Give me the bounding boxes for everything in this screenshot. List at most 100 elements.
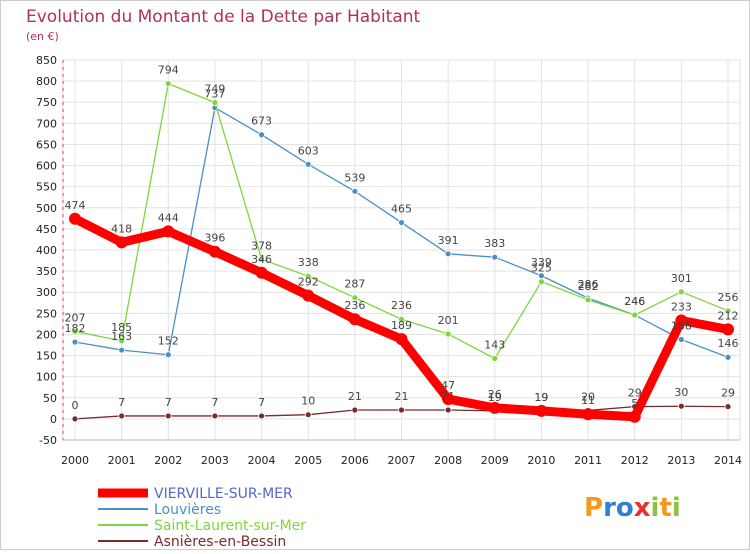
data-label: 292 (298, 276, 319, 289)
legend-label: Saint-Laurent-sur-Mer (154, 518, 306, 534)
data-label: 346 (251, 253, 272, 266)
y-tick-label: 50 (43, 392, 57, 405)
data-label: 325 (531, 262, 552, 275)
data-label: 737 (204, 88, 225, 101)
data-label: 794 (158, 64, 179, 77)
data-point (535, 404, 548, 417)
data-label: 539 (344, 171, 365, 184)
data-label: 0 (72, 399, 79, 412)
data-label: 201 (438, 314, 459, 327)
data-point (302, 289, 315, 302)
data-point (71, 328, 79, 335)
data-label: 256 (718, 291, 739, 304)
data-label: 152 (158, 335, 179, 348)
data-point (538, 278, 545, 286)
data-label: 236 (391, 299, 412, 312)
chart-title: Evolution du Montant de la Dette par Hab… (26, 7, 421, 27)
data-label: 7 (258, 396, 265, 409)
data-point (211, 412, 219, 420)
data-point (208, 245, 221, 258)
data-label: 391 (438, 234, 459, 247)
x-tick-label: 2009 (481, 454, 509, 467)
data-label: 246 (624, 295, 645, 308)
data-point (675, 314, 688, 327)
data-label: 207 (65, 311, 86, 324)
data-point (677, 336, 685, 343)
data-label: 418 (111, 222, 132, 235)
data-point (444, 250, 452, 258)
data-point (491, 355, 499, 362)
data-label: 20 (581, 390, 595, 403)
data-point (444, 406, 452, 414)
data-label: 465 (391, 203, 412, 216)
data-label: 185 (111, 321, 132, 334)
data-label: 396 (204, 232, 225, 245)
data-label: 378 (251, 239, 272, 252)
data-label: 286 (578, 278, 599, 291)
data-point (724, 403, 732, 411)
data-point (304, 160, 312, 168)
x-tick-label: 2014 (714, 454, 742, 467)
data-point (442, 393, 455, 406)
data-label: 236 (344, 299, 365, 312)
grid (62, 59, 741, 441)
data-point (69, 212, 81, 225)
data-label: 301 (671, 272, 692, 285)
data-point (164, 351, 172, 359)
data-point (444, 330, 452, 338)
x-tick-label: 2006 (341, 454, 369, 467)
data-label: 182 (65, 322, 86, 335)
data-point (351, 294, 359, 302)
y-tick-label: 500 (36, 202, 57, 215)
data-label: 19 (534, 391, 548, 404)
x-tick-label: 2013 (667, 454, 695, 467)
data-label: 29 (721, 387, 735, 400)
legend: VIERVILLE-SUR-MERLouvièresSaint-Laurent-… (98, 486, 306, 550)
data-point (71, 338, 79, 346)
legend-label: VIERVILLE-SUR-MER (154, 486, 293, 502)
x-tick-label: 2008 (434, 454, 462, 467)
x-tick-label: 2012 (621, 454, 649, 467)
y-tick-label: 850 (36, 54, 57, 67)
data-point (351, 187, 359, 195)
data-label: 26 (488, 388, 502, 401)
data-point (348, 313, 361, 326)
data-point (211, 99, 219, 107)
data-label: 11 (581, 394, 595, 407)
data-label: 749 (204, 83, 225, 96)
legend-label: Louvières (154, 502, 221, 518)
data-point (258, 131, 265, 139)
data-point (304, 411, 312, 419)
data-label: 383 (484, 237, 505, 250)
data-label: 188 (671, 320, 692, 333)
y-tick-label: 450 (36, 223, 57, 236)
y-tick-label: 300 (36, 286, 57, 299)
data-point (258, 412, 265, 420)
data-label: 603 (298, 144, 319, 157)
data-point (491, 253, 499, 261)
data-label: 444 (158, 211, 179, 224)
axes: -500501001502002503003504004505005506006… (36, 54, 742, 467)
data-point (162, 225, 175, 238)
data-point (164, 80, 172, 88)
data-point (677, 288, 685, 296)
y-tick-label: 800 (36, 75, 57, 88)
x-tick-label: 2005 (294, 454, 322, 467)
data-point (395, 333, 408, 346)
data-label: 246 (624, 295, 645, 308)
data-point (118, 346, 126, 354)
data-label: 673 (251, 115, 272, 128)
data-label: 338 (298, 256, 319, 269)
y-tick-label: 250 (36, 307, 57, 320)
data-point (724, 307, 732, 315)
chart-subtitle: (en €) (26, 30, 59, 43)
x-tick-label: 2002 (154, 454, 182, 467)
data-label: 19 (488, 391, 502, 404)
y-tick-label: 200 (36, 328, 57, 341)
data-label: 189 (391, 319, 412, 332)
data-point (304, 272, 312, 280)
data-label: 10 (301, 395, 315, 408)
x-tick-label: 2010 (527, 454, 555, 467)
